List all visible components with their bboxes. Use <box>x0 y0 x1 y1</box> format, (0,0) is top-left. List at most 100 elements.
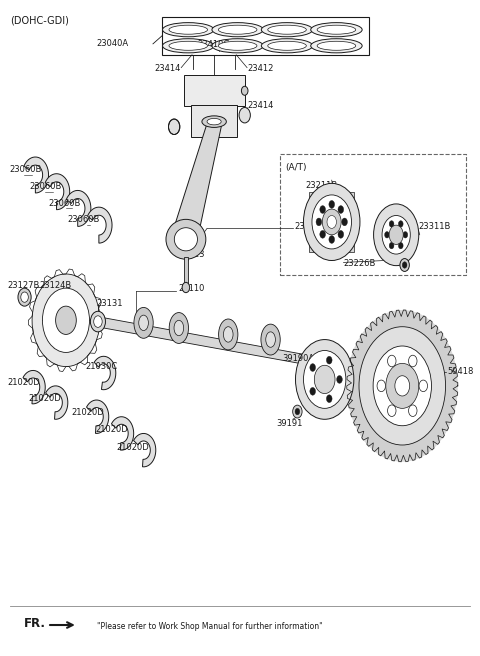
Text: (DOHC-GDI): (DOHC-GDI) <box>11 16 69 26</box>
Circle shape <box>42 288 89 352</box>
Text: 21020D: 21020D <box>7 378 40 387</box>
Circle shape <box>398 220 403 227</box>
Circle shape <box>56 306 76 335</box>
Polygon shape <box>24 157 48 193</box>
Bar <box>183 75 245 106</box>
Ellipse shape <box>169 25 207 34</box>
Circle shape <box>373 204 419 266</box>
Circle shape <box>342 218 348 226</box>
Ellipse shape <box>202 116 227 127</box>
Polygon shape <box>46 386 68 419</box>
Text: 23040A: 23040A <box>96 39 129 49</box>
Circle shape <box>312 195 351 249</box>
Ellipse shape <box>218 319 238 350</box>
Ellipse shape <box>134 308 153 338</box>
Circle shape <box>296 340 354 419</box>
Bar <box>183 256 188 287</box>
Circle shape <box>389 220 394 227</box>
Text: 23414: 23414 <box>247 101 274 110</box>
Text: 39190A: 39190A <box>282 354 314 363</box>
Text: 23060B: 23060B <box>48 199 81 208</box>
Circle shape <box>316 218 322 226</box>
Polygon shape <box>94 356 116 390</box>
Text: 23513: 23513 <box>178 250 204 259</box>
Circle shape <box>336 376 342 383</box>
Bar <box>191 105 237 137</box>
Text: 23510: 23510 <box>294 222 321 231</box>
Circle shape <box>310 363 315 371</box>
Ellipse shape <box>266 332 276 347</box>
Ellipse shape <box>311 39 362 53</box>
Polygon shape <box>111 417 133 450</box>
Polygon shape <box>45 174 70 210</box>
Text: 39191: 39191 <box>276 419 303 428</box>
Ellipse shape <box>223 327 233 342</box>
Circle shape <box>329 201 335 208</box>
Ellipse shape <box>166 219 206 259</box>
Polygon shape <box>347 310 458 462</box>
Ellipse shape <box>317 41 356 51</box>
Ellipse shape <box>317 25 356 34</box>
Text: 59418: 59418 <box>447 367 473 376</box>
Circle shape <box>329 236 335 243</box>
Circle shape <box>320 230 325 238</box>
Text: 21020D: 21020D <box>95 425 128 434</box>
Circle shape <box>90 312 106 332</box>
Text: 23410G: 23410G <box>198 40 230 49</box>
Circle shape <box>94 316 102 327</box>
Circle shape <box>21 292 28 302</box>
Ellipse shape <box>174 228 197 251</box>
Ellipse shape <box>212 22 264 37</box>
Circle shape <box>303 184 360 260</box>
Text: 23110: 23110 <box>179 283 205 293</box>
Circle shape <box>320 206 325 213</box>
Circle shape <box>384 232 389 238</box>
Circle shape <box>293 405 302 418</box>
Circle shape <box>377 380 385 392</box>
Circle shape <box>395 376 410 396</box>
Text: "Please refer to Work Shop Manual for further information": "Please refer to Work Shop Manual for fu… <box>96 623 322 632</box>
Circle shape <box>347 310 458 462</box>
Ellipse shape <box>207 119 221 125</box>
Text: 23060B: 23060B <box>29 182 61 191</box>
Circle shape <box>382 215 410 254</box>
Text: 23311A: 23311A <box>384 420 416 429</box>
Ellipse shape <box>163 22 214 37</box>
Circle shape <box>322 209 341 235</box>
Ellipse shape <box>261 39 313 53</box>
Circle shape <box>327 215 336 228</box>
Bar <box>280 154 466 276</box>
Ellipse shape <box>139 315 148 331</box>
Ellipse shape <box>212 39 264 53</box>
Ellipse shape <box>169 41 207 51</box>
Polygon shape <box>96 316 353 373</box>
Polygon shape <box>66 190 91 226</box>
Circle shape <box>338 206 344 213</box>
Polygon shape <box>133 434 156 467</box>
Circle shape <box>359 327 445 445</box>
Polygon shape <box>86 400 109 434</box>
Circle shape <box>402 262 407 268</box>
Bar <box>162 17 370 55</box>
Circle shape <box>32 274 100 367</box>
Text: 23127B: 23127B <box>7 281 39 290</box>
Text: 23124B: 23124B <box>39 281 72 290</box>
Ellipse shape <box>218 41 257 51</box>
Circle shape <box>182 282 190 293</box>
Text: 23131: 23131 <box>96 299 123 308</box>
Circle shape <box>387 355 396 367</box>
Circle shape <box>386 363 419 408</box>
Text: 23200B: 23200B <box>384 337 416 345</box>
Circle shape <box>408 355 417 367</box>
Text: 23060B: 23060B <box>67 216 99 224</box>
Ellipse shape <box>163 39 214 53</box>
Polygon shape <box>173 125 222 232</box>
Text: (A/T): (A/T) <box>286 163 307 172</box>
Text: 23060B: 23060B <box>10 165 42 174</box>
Circle shape <box>18 288 31 306</box>
Ellipse shape <box>261 324 280 355</box>
Text: 23414: 23414 <box>155 64 181 73</box>
Circle shape <box>338 230 344 238</box>
Circle shape <box>241 87 248 95</box>
Text: 23212: 23212 <box>315 372 342 380</box>
